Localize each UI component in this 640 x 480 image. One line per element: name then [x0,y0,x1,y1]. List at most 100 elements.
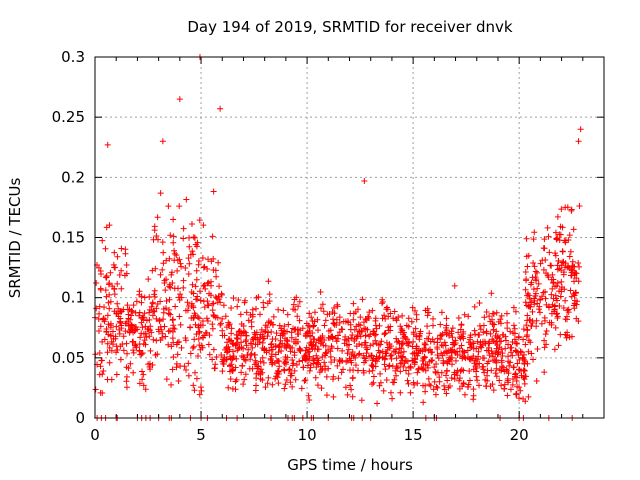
data-point [411,307,418,314]
data-point [391,376,398,383]
data-point [358,328,365,335]
data-point [163,276,170,283]
data-point [329,335,336,342]
data-point [515,352,522,359]
data-point [264,324,271,331]
data-point [242,338,249,345]
data-point [321,322,328,329]
data-point [346,355,353,362]
data-point [552,324,559,331]
data-point [356,341,363,348]
data-point [488,290,495,297]
data-point [526,295,533,302]
data-point [200,298,207,305]
data-point [143,334,150,341]
data-point [193,375,200,382]
data-point [159,138,166,145]
data-point [461,391,468,398]
data-point [527,281,534,288]
data-point [417,347,424,354]
data-point [568,293,575,300]
data-point [467,336,474,343]
data-point [151,291,158,298]
data-point [172,303,179,310]
data-point [262,384,269,391]
data-point [229,385,236,392]
data-point [196,315,203,322]
data-point [419,357,426,364]
data-point [489,316,496,323]
data-point [186,243,193,250]
data-point [238,369,245,376]
data-point [185,360,192,367]
data-point [348,334,355,341]
data-point [186,260,193,267]
data-point [490,353,497,360]
data-point [196,328,203,335]
data-point [442,342,449,349]
data-point [330,376,337,383]
data-point [309,345,316,352]
data-point [541,236,548,243]
data-point [473,373,480,380]
data-point [522,341,529,348]
data-point [531,263,538,270]
data-point [153,232,160,239]
data-point [132,342,139,349]
data-point [110,341,117,348]
data-point [176,313,183,320]
data-point [129,308,136,315]
data-point [321,359,328,366]
data-point [573,315,580,322]
data-point [548,291,555,298]
data-point [209,356,216,363]
data-point [97,323,104,330]
data-point [528,323,535,330]
data-point [234,303,241,310]
data-point [532,268,539,275]
data-point [411,355,418,362]
data-point [305,392,312,399]
data-point [113,323,120,330]
data-point [376,353,383,360]
data-point [373,325,380,332]
data-point [363,350,370,357]
data-point [297,346,304,353]
data-point [550,276,557,283]
data-point [443,368,450,375]
data-point [387,389,394,396]
data-point [472,331,479,338]
data-point [490,326,497,333]
data-point [286,366,293,373]
data-point [428,357,435,364]
data-point [290,338,297,345]
data-point [148,303,155,310]
data-point [195,335,202,342]
data-point [283,337,290,344]
data-point [194,239,201,246]
data-point [381,312,388,319]
data-point [302,347,309,354]
data-point [328,343,335,350]
data-point [387,327,394,334]
data-point [536,309,543,316]
data-point [417,328,424,335]
data-point [109,328,116,335]
data-point [146,293,153,300]
data-point [345,346,352,353]
data-point [469,355,476,362]
data-point [460,379,467,386]
data-point [160,249,167,256]
data-point [383,376,390,383]
data-point [117,309,124,316]
data-point [306,367,313,374]
data-point [142,323,149,330]
data-point [314,382,321,389]
data-point [219,368,226,375]
data-point [226,353,233,360]
data-point [433,383,440,390]
data-point [301,377,308,384]
data-point [405,370,412,377]
data-point [253,305,259,312]
data-point [455,329,462,336]
